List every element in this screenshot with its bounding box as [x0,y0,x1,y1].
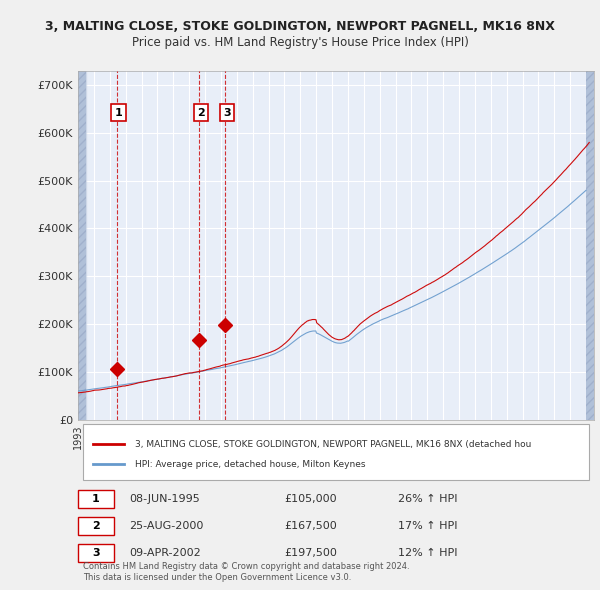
Text: 1: 1 [115,107,122,117]
Text: 3, MALTING CLOSE, STOKE GOLDINGTON, NEWPORT PAGNELL, MK16 8NX: 3, MALTING CLOSE, STOKE GOLDINGTON, NEWP… [45,20,555,33]
Text: 2: 2 [197,107,205,117]
Text: £197,500: £197,500 [284,548,337,558]
FancyBboxPatch shape [78,517,114,535]
Text: 2: 2 [92,521,100,531]
Text: 08-JUN-1995: 08-JUN-1995 [130,494,200,504]
Text: HPI: Average price, detached house, Milton Keynes: HPI: Average price, detached house, Milt… [135,460,365,468]
Text: 09-APR-2002: 09-APR-2002 [130,548,202,558]
FancyBboxPatch shape [78,544,114,562]
Text: Contains HM Land Registry data © Crown copyright and database right 2024.
This d: Contains HM Land Registry data © Crown c… [83,562,410,582]
Text: 1: 1 [92,494,100,504]
Text: Price paid vs. HM Land Registry's House Price Index (HPI): Price paid vs. HM Land Registry's House … [131,36,469,49]
Text: 26% ↑ HPI: 26% ↑ HPI [398,494,457,504]
Bar [78,71,86,419]
FancyBboxPatch shape [78,490,114,507]
Text: £105,000: £105,000 [284,494,337,504]
Bar [586,71,594,419]
Bar [78,71,86,419]
Text: £167,500: £167,500 [284,521,337,531]
Text: 17% ↑ HPI: 17% ↑ HPI [398,521,457,531]
Text: 3: 3 [92,548,100,558]
Text: 3, MALTING CLOSE, STOKE GOLDINGTON, NEWPORT PAGNELL, MK16 8NX (detached hou: 3, MALTING CLOSE, STOKE GOLDINGTON, NEWP… [135,440,531,449]
Text: 25-AUG-2000: 25-AUG-2000 [130,521,204,531]
Text: 12% ↑ HPI: 12% ↑ HPI [398,548,457,558]
FancyBboxPatch shape [83,424,589,480]
Text: 3: 3 [223,107,230,117]
